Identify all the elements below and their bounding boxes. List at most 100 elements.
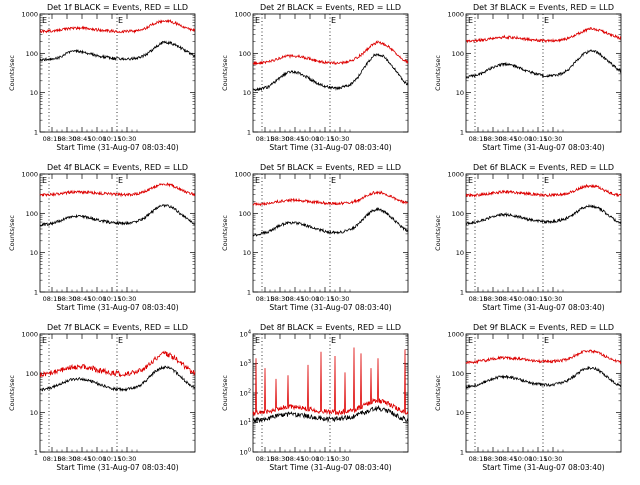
x-tick-label: 08:45 — [73, 135, 92, 143]
x-tick-label: 08:45 — [286, 455, 305, 463]
y-tick-label: 100 — [239, 50, 251, 58]
x-tick-label: 08:15 — [256, 455, 275, 463]
y-axis-label: Counts/sec — [8, 55, 16, 91]
y-tick-label: 1000 — [447, 11, 464, 19]
y-tick-exponent: 0 — [248, 448, 251, 454]
y-axis-label: Counts/sec — [434, 215, 442, 251]
x-tick-label: 10:00 — [301, 455, 320, 463]
x-tick-label: 10:00 — [514, 135, 533, 143]
x-tick-label: 10:00 — [88, 455, 107, 463]
x-tick-label: 10:30 — [331, 455, 350, 463]
y-tick-label: 1000 — [447, 331, 464, 339]
x-tick-label: 10:00 — [514, 295, 533, 303]
panel-title: Det 3f BLACK = Events, RED = LLD — [473, 3, 614, 12]
y-tick-label: 1000 — [234, 171, 251, 179]
series-line-events — [252, 206, 409, 237]
x-tick-label: 10:30 — [544, 135, 563, 143]
y-tick-label: 101 — [240, 418, 251, 427]
y-tick-label: 10 — [243, 249, 251, 257]
x-tick-label: 10:15 — [103, 455, 122, 463]
y-tick-label: 1 — [460, 129, 464, 137]
x-tick-label: 10:30 — [118, 135, 137, 143]
y-tick-label: 1 — [460, 449, 464, 457]
x-tick-label: 08:45 — [73, 295, 92, 303]
y-tick-label: 1000 — [234, 11, 251, 19]
event-marker-label: E — [544, 176, 549, 185]
y-axis-label: Counts/sec — [221, 375, 229, 411]
x-tick-label: 08:30 — [58, 135, 77, 143]
panel-6f: Det 6f BLACK = Events, RED = LLD 1 10 100 10… — [434, 163, 622, 312]
series-line-lld — [252, 40, 409, 66]
panel-7f: Det 7f BLACK = Events, RED = LLD 1 10 100 10… — [8, 323, 196, 472]
panel-2f: Det 2f BLACK = Events, RED = LLD 1 10 100 10… — [221, 3, 409, 152]
x-tick-label: 10:15 — [529, 135, 548, 143]
panel-title: Det 6f BLACK = Events, RED = LLD — [473, 163, 614, 172]
y-tick-label: 10 — [456, 409, 464, 417]
series-line-lld — [465, 26, 622, 44]
event-marker-label: E — [331, 336, 336, 345]
y-tick-label: 100 — [240, 448, 251, 457]
y-tick-label: 104 — [240, 330, 251, 339]
y-tick-label: 1000 — [447, 171, 464, 179]
x-tick-label: 10:15 — [103, 135, 122, 143]
x-tick-label: 10:15 — [529, 455, 548, 463]
x-tick-label: 10:00 — [88, 295, 107, 303]
y-tick-label: 100 — [452, 210, 464, 218]
x-tick-label: 08:15 — [43, 135, 62, 143]
x-tick-label: 08:30 — [484, 295, 503, 303]
corner-label: E — [468, 176, 473, 185]
y-tick-label: 1000 — [21, 11, 38, 19]
x-tick-label: 10:15 — [103, 295, 122, 303]
x-axis-label: Start Time (31-Aug-07 08:03:40) — [269, 143, 391, 152]
series-line-events — [252, 53, 409, 92]
y-tick-label: 10 — [30, 409, 38, 417]
corner-label: E — [255, 176, 260, 185]
event-marker-label: E — [331, 176, 336, 185]
corner-label: E — [468, 16, 473, 25]
axis-frame — [39, 333, 196, 453]
corner-label: E — [468, 336, 473, 345]
y-axis-label: Counts/sec — [221, 215, 229, 251]
y-axis-label: Counts/sec — [221, 55, 229, 91]
x-axis-label: Start Time (31-Aug-07 08:03:40) — [56, 463, 178, 472]
x-tick-label: 08:45 — [73, 455, 92, 463]
event-marker-label: E — [544, 16, 549, 25]
series-line-lld — [252, 347, 409, 416]
series-line-lld — [252, 190, 409, 207]
y-tick-label: 103 — [240, 359, 251, 368]
x-axis-label: Start Time (31-Aug-07 08:03:40) — [482, 303, 604, 312]
y-tick-label: 1 — [34, 289, 38, 297]
x-tick-label: 08:15 — [469, 455, 488, 463]
series-line-events — [39, 365, 196, 392]
x-tick-label: 10:15 — [316, 455, 335, 463]
y-tick-label: 100 — [452, 50, 464, 58]
x-tick-label: 10:30 — [118, 295, 137, 303]
x-tick-label: 08:15 — [469, 135, 488, 143]
y-tick-label: 1 — [460, 289, 464, 297]
axis-frame — [39, 13, 196, 133]
axis-frame — [39, 173, 196, 293]
panel-8f: Det 8f BLACK = Events, RED = LLD10010110… — [221, 323, 409, 472]
x-axis-label: Start Time (31-Aug-07 08:03:40) — [269, 463, 391, 472]
panel-title: Det 7f BLACK = Events, RED = LLD — [47, 323, 188, 332]
axis-frame — [465, 13, 622, 133]
panel-title: Det 4f BLACK = Events, RED = LLD — [47, 163, 188, 172]
x-tick-label: 10:15 — [316, 135, 335, 143]
y-tick-label: 100 — [26, 370, 38, 378]
series-line-events — [465, 49, 622, 79]
y-tick-label: 100 — [452, 370, 464, 378]
x-tick-label: 08:30 — [271, 295, 290, 303]
panel-title: Det 5f BLACK = Events, RED = LLD — [260, 163, 401, 172]
x-tick-label: 08:45 — [286, 295, 305, 303]
y-tick-exponent: 4 — [248, 330, 251, 336]
x-tick-label: 10:30 — [331, 135, 350, 143]
corner-label: E — [42, 176, 47, 185]
y-tick-label: 1 — [34, 129, 38, 137]
x-tick-label: 10:15 — [529, 295, 548, 303]
x-tick-label: 10:00 — [301, 135, 320, 143]
y-axis-label: Counts/sec — [8, 215, 16, 251]
panel-4f: Det 4f BLACK = Events, RED = LLD 1 10 100 10… — [8, 163, 196, 312]
series-line-events — [39, 40, 196, 62]
x-tick-label: 10:30 — [544, 295, 563, 303]
series-line-events — [252, 404, 409, 424]
